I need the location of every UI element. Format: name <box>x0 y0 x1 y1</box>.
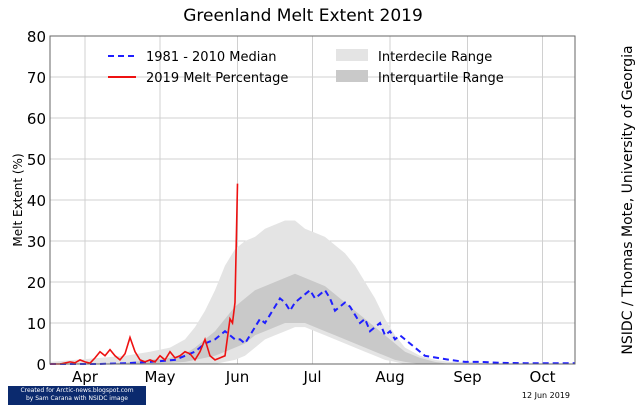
date-stamp: 12 Jun 2019 <box>522 391 570 400</box>
legend-median-label: 1981 - 2010 Median <box>146 50 277 65</box>
y-tick-label: 70 <box>27 69 46 87</box>
y-tick-label: 10 <box>27 315 46 333</box>
credit-box: Created for Arctic-news.blogspot.com by … <box>8 386 146 405</box>
x-tick-label: Sep <box>453 368 481 386</box>
x-tick-label: Oct <box>530 368 556 386</box>
x-tick-label: Aug <box>375 368 404 386</box>
y-axis-ticks: 0 10 20 30 40 50 60 70 80 <box>27 28 46 374</box>
x-tick-label: Jun <box>225 368 249 386</box>
y-tick-label: 20 <box>27 274 46 292</box>
legend-2019-label: 2019 Melt Percentage <box>146 71 288 86</box>
chart-title: Greenland Melt Extent 2019 <box>183 6 423 26</box>
plot-frame <box>49 35 576 365</box>
interquartile-band <box>50 273 575 364</box>
x-tick-label: Jul <box>302 368 321 386</box>
y-axis-label: Melt Extent (%) <box>11 153 25 246</box>
x-axis-ticks: Apr May Jun Jul Aug Sep Oct <box>72 368 556 386</box>
median-line <box>50 288 575 365</box>
legend-interdecile-label: Interdecile Range <box>378 50 492 65</box>
y-tick-label: 60 <box>27 110 46 128</box>
y-tick-label: 0 <box>36 356 46 374</box>
legend-interquartile-label: Interquartile Range <box>378 71 504 86</box>
y-tick-label: 80 <box>27 28 46 46</box>
range-bands <box>50 220 575 364</box>
legend-interquartile-swatch <box>336 70 368 82</box>
legend: 1981 - 2010 Median 2019 Melt Percentage … <box>108 49 504 86</box>
y-tick-label: 40 <box>27 192 46 210</box>
x-tick-label: May <box>144 368 175 386</box>
side-credit: NSIDC / Thomas Mote, University of Georg… <box>620 45 636 354</box>
melt-2019-line <box>50 183 239 365</box>
series-lines <box>50 183 575 365</box>
gridlines <box>50 36 575 364</box>
x-tick-label: Apr <box>72 368 99 386</box>
y-tick-label: 30 <box>27 233 46 251</box>
credit-line-2: by Sam Carana with NSIDC image <box>25 395 128 402</box>
legend-interdecile-swatch <box>336 49 368 61</box>
y-tick-label: 50 <box>27 151 46 169</box>
credit-line-1: Created for Arctic-news.blogspot.com <box>20 387 134 394</box>
